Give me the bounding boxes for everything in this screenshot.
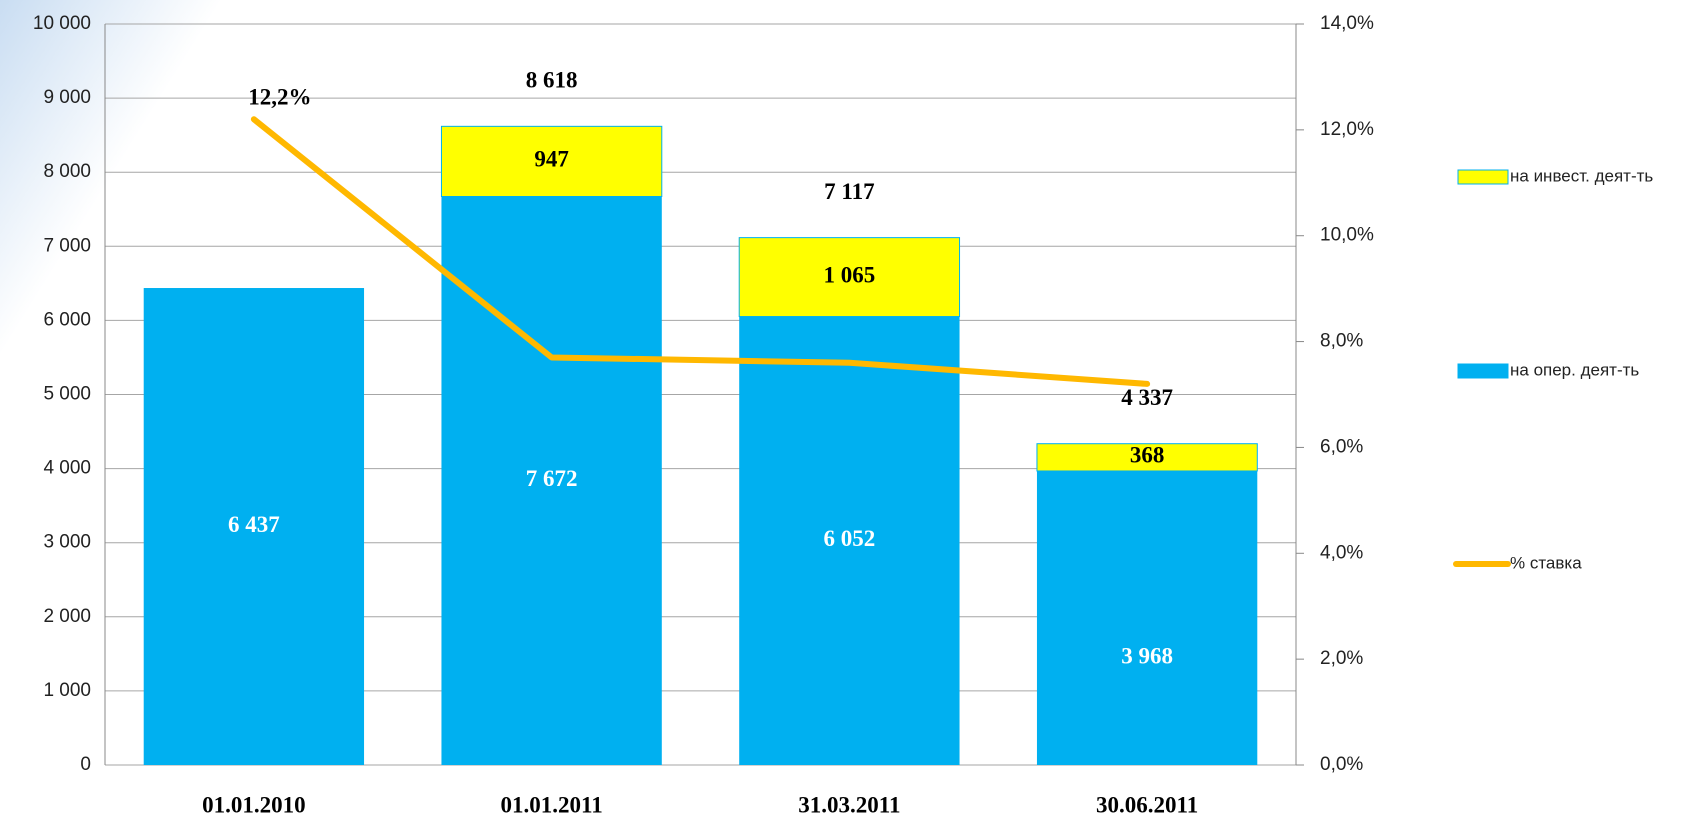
y-tick-label: 0: [80, 754, 91, 775]
line-value-label: 12,2%: [248, 85, 311, 110]
y-tick-label: 5 000: [43, 384, 91, 405]
bar-value-label: 947: [534, 147, 569, 172]
bar-value-label: 6 437: [228, 512, 280, 537]
x-tick-label: 31.03.2011: [798, 792, 900, 817]
bar-segment: [738, 237, 961, 318]
y-tick-label: 3 000: [43, 532, 91, 553]
bar-value-label: 7 672: [526, 466, 578, 491]
y2-tick-label: 0,0%: [1320, 754, 1363, 775]
y2-tick-label: 2,0%: [1320, 648, 1363, 669]
bar-segment: [143, 288, 365, 765]
legend-swatch: [1457, 169, 1509, 185]
bar-segment: [1036, 443, 1258, 472]
x-tick-label: 01.01.2011: [501, 792, 603, 817]
y-tick-label: 1 000: [43, 680, 91, 701]
total-label: 4 337: [1121, 385, 1173, 410]
bar-value-label: 368: [1130, 443, 1165, 468]
y-tick-label: 2 000: [43, 606, 91, 627]
bar-value-label: 3 968: [1121, 643, 1173, 668]
legend-label: на опер. деят-ть: [1510, 360, 1639, 379]
total-label: 7 117: [824, 179, 874, 204]
x-tick-label: 01.01.2010: [202, 792, 306, 817]
y2-tick-label: 12,0%: [1320, 119, 1374, 140]
y-tick-label: 6 000: [43, 309, 91, 330]
y-tick-label: 8 000: [43, 161, 91, 182]
bar-segment: [739, 316, 960, 765]
y2-tick-label: 4,0%: [1320, 542, 1363, 563]
legend-label: на инвест. деят-ть: [1510, 166, 1653, 185]
total-label: 8 618: [526, 68, 578, 93]
x-tick-label: 30.06.2011: [1096, 792, 1198, 817]
y2-tick-label: 10,0%: [1320, 225, 1374, 246]
legend-swatch: [1457, 363, 1509, 379]
y2-tick-label: 6,0%: [1320, 436, 1363, 457]
bar-segment: [441, 196, 662, 765]
y-tick-label: 7 000: [43, 235, 91, 256]
y-tick-label: 4 000: [43, 458, 91, 479]
legend-label: % ставка: [1510, 553, 1582, 572]
rate-line: [250, 116, 1151, 387]
y2-tick-label: 14,0%: [1320, 13, 1374, 34]
bar-value-label: 6 052: [824, 526, 876, 551]
y2-tick-label: 8,0%: [1320, 331, 1363, 352]
bar-segment: [440, 125, 663, 198]
bar-value-label: 1 065: [824, 262, 876, 287]
bar-segment: [1036, 470, 1258, 765]
y-tick-label: 9 000: [43, 87, 91, 108]
y-tick-label: 10 000: [33, 13, 91, 34]
